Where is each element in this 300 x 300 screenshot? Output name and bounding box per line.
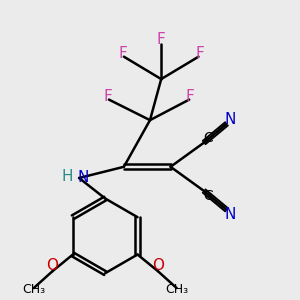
Text: C: C (203, 188, 213, 203)
Text: F: F (157, 32, 166, 47)
Text: O: O (46, 258, 58, 273)
Text: O: O (152, 258, 164, 273)
Text: F: F (104, 89, 112, 104)
Text: C: C (203, 131, 213, 145)
Text: F: F (186, 89, 194, 104)
Text: N: N (78, 170, 89, 185)
Text: CH₃: CH₃ (165, 284, 188, 296)
Text: N: N (225, 112, 236, 127)
Text: CH₃: CH₃ (22, 284, 45, 296)
Text: H: H (61, 169, 73, 184)
Text: F: F (118, 46, 127, 61)
Text: F: F (196, 46, 204, 61)
Text: N: N (225, 207, 236, 222)
